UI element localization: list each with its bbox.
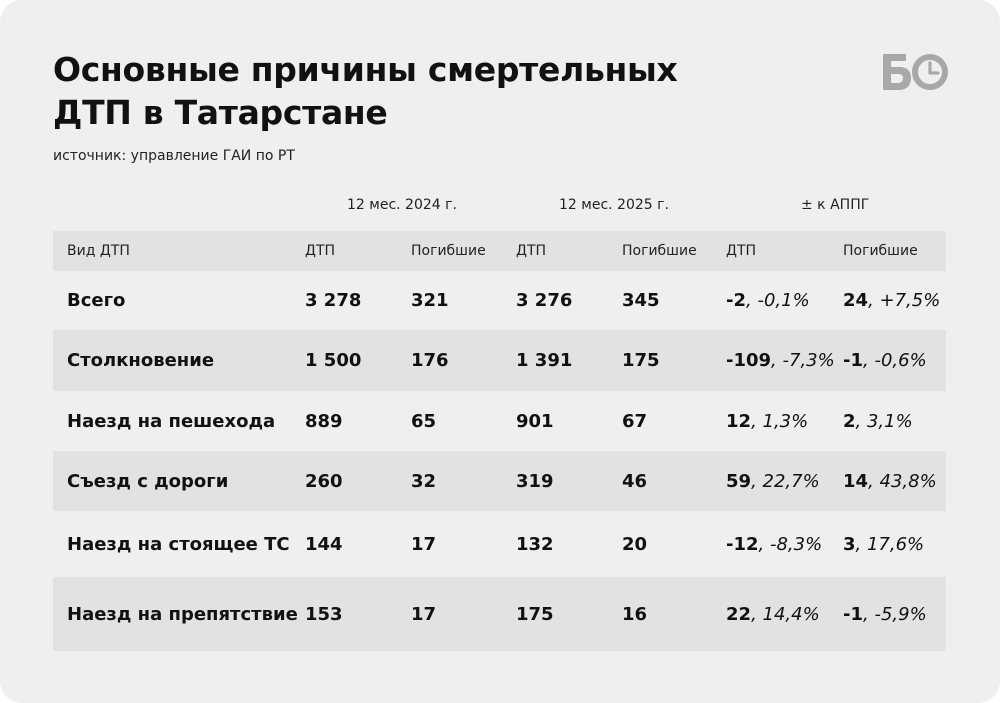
cell-dtp-diff: -2, -0,1% bbox=[726, 271, 843, 330]
cell-dtp-2024: 153 bbox=[305, 577, 411, 651]
col-header-dtp-diff: ДТП bbox=[726, 231, 843, 271]
cell-dead-2025: 175 bbox=[622, 330, 726, 391]
cell-dtp-diff: 59, 22,7% bbox=[726, 451, 843, 511]
title-line-1: Основные причины смертельных bbox=[53, 50, 678, 89]
dtp-diff-value: -109 bbox=[726, 350, 772, 371]
dtp-diff-value: 59 bbox=[726, 470, 752, 492]
cell-dead-2025: 16 bbox=[622, 577, 726, 651]
dtp-diff-percent: , -8,3% bbox=[758, 533, 823, 555]
cell-type: Наезд на стоящее ТС bbox=[67, 533, 290, 555]
cell-dead-2025: 46 bbox=[622, 451, 726, 511]
cell-dead-diff: 24, +7,5% bbox=[843, 271, 946, 330]
cell-type: Наезд на препятствие bbox=[53, 577, 305, 651]
col-header-dead-diff: Погибшие bbox=[843, 231, 946, 271]
cell-dead-2024: 321 bbox=[411, 290, 449, 311]
table-row: Всего 3 278 321 3 276 345 -2, -0,1% 24, … bbox=[53, 271, 946, 330]
dtp-diff-percent: , 14,4% bbox=[751, 603, 820, 625]
cell-dtp-diff: 12, 1,3% bbox=[726, 391, 843, 451]
cell-dead-2024: 32 bbox=[411, 451, 516, 511]
cell-dtp-2025: 319 bbox=[516, 451, 622, 511]
cell-dead-diff: -1, -0,6% bbox=[843, 330, 946, 391]
cell-type: Наезд на пешехода bbox=[67, 410, 276, 432]
period-2025-label: 12 мес. 2025 г. bbox=[559, 197, 669, 213]
table-row: Столкновение 1 500 176 1 391 175 -109, -… bbox=[53, 330, 946, 391]
cell-dtp-2025: 1 391 bbox=[516, 330, 622, 391]
cell-dtp-2024: 260 bbox=[305, 451, 411, 511]
dtp-diff-value: 12 bbox=[726, 410, 752, 432]
cell-dtp-diff: -12, -8,3% bbox=[726, 511, 843, 577]
cell-dead-diff: -1, -5,9% bbox=[843, 577, 946, 651]
dead-diff-value: -1 bbox=[843, 603, 863, 625]
col-header-dtp-2025: ДТП bbox=[516, 231, 622, 271]
cell-dead-2024: 17 bbox=[411, 533, 437, 555]
cell-dead-diff: 14, 43,8% bbox=[843, 451, 946, 511]
source-note: источник: управление ГАИ по РТ bbox=[53, 148, 295, 164]
col-header-type: Вид ДТП bbox=[53, 231, 305, 271]
cell-dtp-diff: 22, 14,4% bbox=[726, 577, 843, 651]
dead-diff-percent: , 17,6% bbox=[855, 533, 925, 555]
cell-type: Съезд с дороги bbox=[53, 451, 305, 511]
cell-dtp-2024: 3 278 bbox=[305, 290, 362, 311]
dtp-diff-value: -2 bbox=[726, 290, 746, 311]
dead-diff-percent: , 43,8% bbox=[868, 470, 937, 492]
cell-dead-2025: 20 bbox=[622, 533, 648, 555]
table-header-row: Вид ДТП ДТП Погибшие ДТП Погибшие ДТП По… bbox=[53, 231, 946, 271]
cell-dtp-2024: 144 bbox=[305, 533, 343, 555]
cell-type: Всего bbox=[67, 290, 126, 311]
cell-dead-2025: 67 bbox=[622, 410, 648, 432]
cell-dead-2024: 17 bbox=[411, 577, 516, 651]
dead-diff-value: 24 bbox=[843, 290, 869, 311]
table-row: Наезд на стоящее ТС 144 17 132 20 -12, -… bbox=[53, 511, 946, 577]
dtp-diff-percent: , 22,7% bbox=[751, 470, 820, 492]
col-header-dead-2025: Погибшие bbox=[622, 231, 726, 271]
col-header-dead-2024: Погибшие bbox=[411, 231, 516, 271]
dtp-diff-value: 22 bbox=[726, 603, 752, 625]
table-row: Съезд с дороги 260 32 319 46 59, 22,7% 1… bbox=[53, 451, 946, 511]
cell-type: Столкновение bbox=[53, 330, 305, 391]
dead-diff-percent: , +7,5% bbox=[868, 290, 941, 311]
dead-diff-percent: , 3,1% bbox=[855, 410, 913, 432]
dtp-diff-percent: , -7,3% bbox=[771, 350, 835, 371]
dead-diff-value: -1 bbox=[843, 350, 863, 371]
period-2024-label: 12 мес. 2024 г. bbox=[347, 197, 457, 213]
title-line-2: ДТП в Татарстане bbox=[53, 93, 388, 132]
cell-dtp-diff: -109, -7,3% bbox=[726, 330, 843, 391]
col-header-dtp-2024: ДТП bbox=[305, 231, 411, 271]
dead-diff-percent: , -5,9% bbox=[863, 603, 927, 625]
cell-dead-diff: 2, 3,1% bbox=[843, 391, 946, 451]
dtp-diff-value: -12 bbox=[726, 533, 759, 555]
cell-dead-2024: 176 bbox=[411, 330, 516, 391]
cell-dtp-2025: 175 bbox=[516, 577, 622, 651]
cell-dtp-2025: 901 bbox=[516, 410, 554, 432]
dead-diff-value: 3 bbox=[843, 533, 856, 555]
table-row: Наезд на пешехода 889 65 901 67 12, 1,3%… bbox=[53, 391, 946, 451]
cell-dtp-2025: 132 bbox=[516, 533, 554, 555]
cell-dtp-2025: 3 276 bbox=[516, 290, 573, 311]
cell-dead-2025: 345 bbox=[622, 290, 660, 311]
cell-dead-2024: 65 bbox=[411, 410, 437, 432]
dtp-diff-percent: , 1,3% bbox=[751, 410, 809, 432]
period-appg-label: ± к АППГ bbox=[801, 197, 870, 213]
cell-dead-diff: 3, 17,6% bbox=[843, 511, 946, 577]
accidents-table: Вид ДТП ДТП Погибшие ДТП Погибшие ДТП По… bbox=[53, 231, 946, 651]
cell-dtp-2024: 889 bbox=[305, 410, 343, 432]
bo-logo-icon bbox=[883, 54, 948, 90]
cell-dtp-2024: 1 500 bbox=[305, 330, 411, 391]
dead-diff-value: 2 bbox=[843, 410, 856, 432]
dead-diff-value: 14 bbox=[843, 470, 869, 492]
page-title: Основные причины смертельных ДТП в Татар… bbox=[53, 48, 753, 134]
dtp-diff-percent: , -0,1% bbox=[746, 290, 810, 311]
table-row: Наезд на препятствие 153 17 175 16 22, 1… bbox=[53, 577, 946, 651]
dead-diff-percent: , -0,6% bbox=[863, 350, 927, 371]
